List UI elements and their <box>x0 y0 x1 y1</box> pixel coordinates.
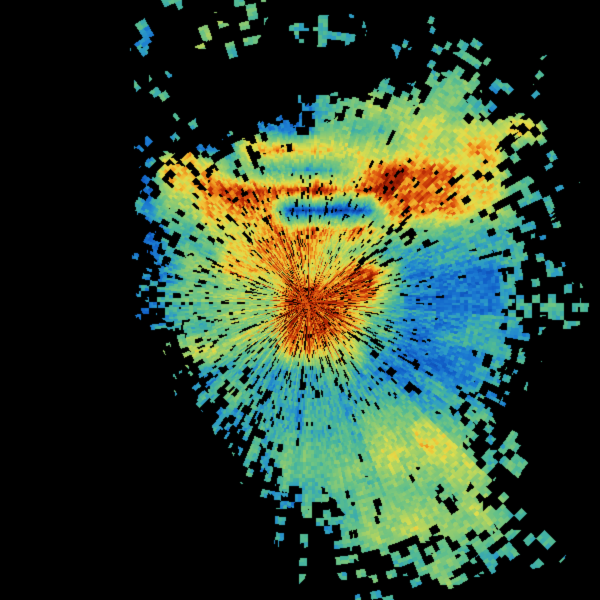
reflectivity-canvas <box>0 0 600 600</box>
radar-display <box>0 0 600 600</box>
